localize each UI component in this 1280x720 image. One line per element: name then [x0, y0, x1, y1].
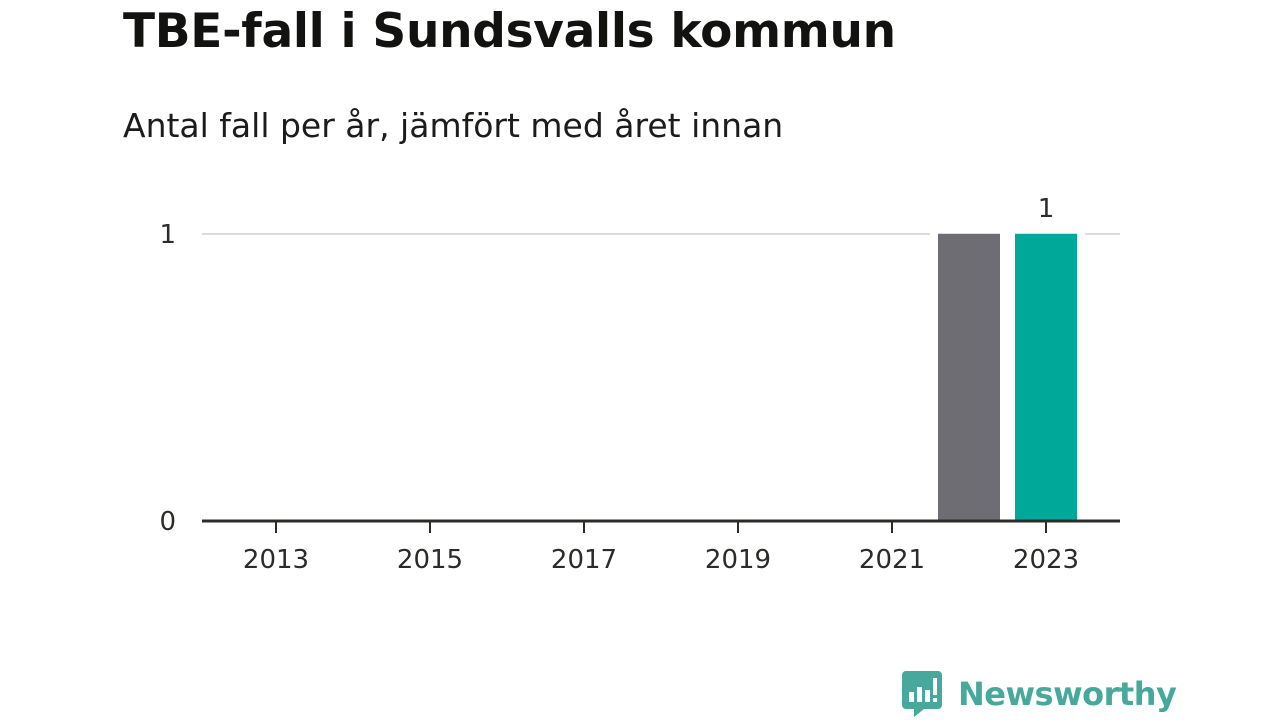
- bar-gap-left-2022: [930, 232, 938, 236]
- logo-wordmark: Newsworthy: [958, 675, 1177, 713]
- label-layer: 1: [1038, 194, 1055, 224]
- axis-layer: 0 1 2013 2015 2017 2019 2021 2023: [159, 220, 1120, 575]
- chart-subtitle: Antal fall per år, jämfört med året inna…: [123, 106, 784, 145]
- y-tick-label-1: 1: [159, 220, 176, 250]
- x-tick-label-2023: 2023: [1013, 545, 1079, 575]
- newsworthy-logo: Newsworthy: [902, 671, 1177, 717]
- bar-layer: [930, 232, 1085, 521]
- data-label-2023: 1: [1038, 194, 1055, 224]
- bar-gap-right-2022: [1000, 232, 1008, 236]
- bar-gap-left-2023: [1007, 232, 1015, 236]
- x-tick-label-2019: 2019: [705, 545, 771, 575]
- y-tick-label-0: 0: [159, 507, 176, 537]
- chart-title: TBE-fall i Sundsvalls kommun: [123, 4, 896, 59]
- bar-gap-right-2023: [1077, 232, 1085, 236]
- bar-chart-speech-bubble-icon: [902, 671, 942, 717]
- x-tick-label-2013: 2013: [243, 545, 309, 575]
- bar-2022: [938, 234, 1000, 521]
- x-tick-label-2021: 2021: [859, 545, 925, 575]
- bar-2023: [1015, 234, 1077, 521]
- x-tick-label-2015: 2015: [397, 545, 463, 575]
- x-tick-label-2017: 2017: [551, 545, 617, 575]
